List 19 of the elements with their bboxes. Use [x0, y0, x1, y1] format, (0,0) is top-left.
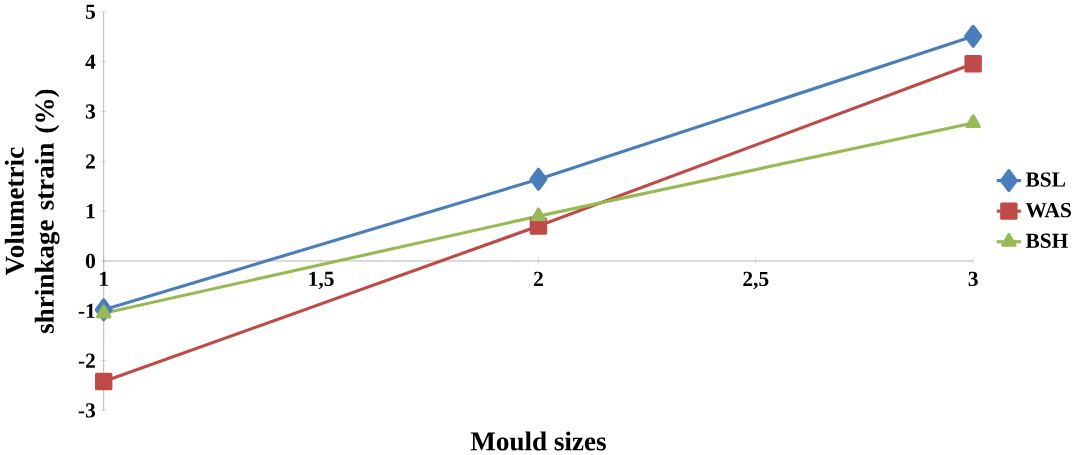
x-tick-label: 2,5	[743, 271, 769, 290]
y-tick-label: 0	[85, 253, 95, 269]
y-tick-label: 3	[85, 104, 96, 119]
x-tick-label: 1	[100, 271, 108, 286]
y-tick-label: -1	[78, 303, 95, 318]
y-tick-label: -2	[78, 353, 95, 368]
y-tick-label: 5	[85, 4, 96, 19]
y-tick-label: 2	[85, 154, 95, 169]
y-tick-label: 4	[85, 54, 96, 69]
legend-label: BSL	[1025, 172, 1066, 187]
y-tick-label: -3	[78, 403, 96, 418]
x-tick-label: 1,5	[309, 271, 334, 289]
legend-label: BSH	[1025, 233, 1068, 248]
y-tick-label: 1	[86, 203, 95, 219]
x-axis-title: Mould sizes	[470, 431, 606, 451]
x-tick-label: 3	[968, 271, 978, 286]
legend-label: WAS	[1025, 202, 1071, 218]
x-tick-label: 2	[533, 271, 543, 286]
y-axis-title: Volumetric shrinkage strain (%)	[4, 89, 60, 333]
